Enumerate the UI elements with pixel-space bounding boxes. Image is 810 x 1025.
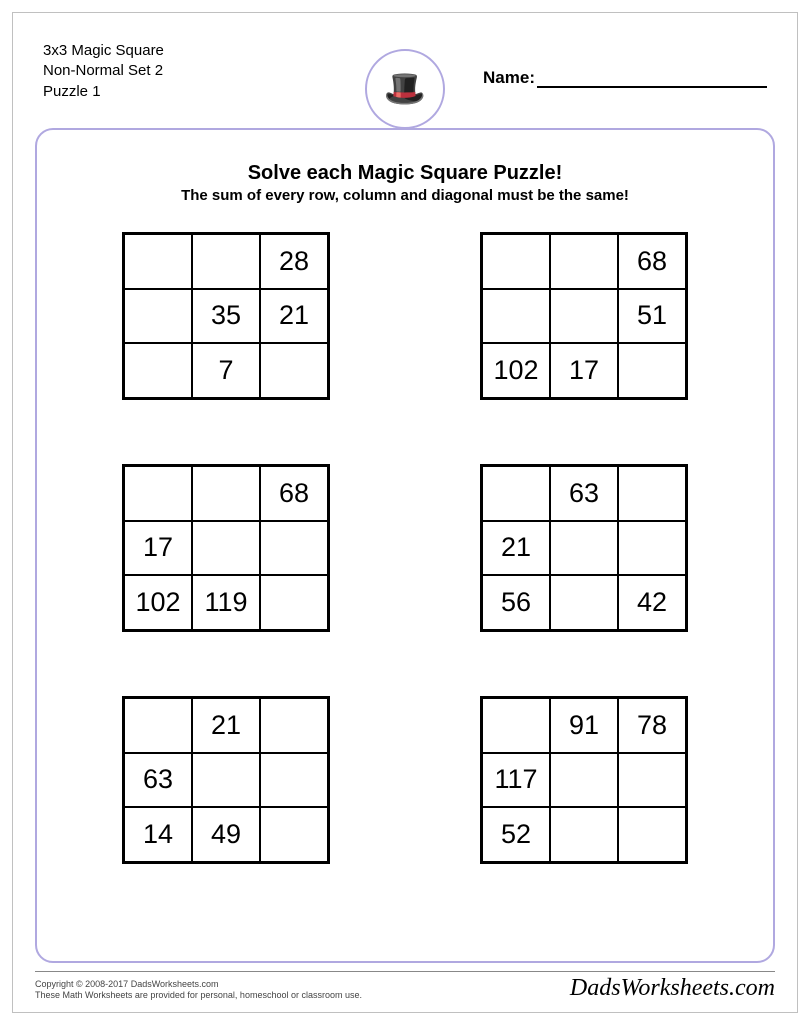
square-cell[interactable]: 56 <box>482 575 550 630</box>
square-cell[interactable]: 14 <box>124 807 192 862</box>
square-cell[interactable] <box>260 343 328 398</box>
square-cell[interactable] <box>124 234 192 289</box>
square-cell[interactable] <box>618 466 686 521</box>
header: 3x3 Magic Square Non-Normal Set 2 Puzzle… <box>13 13 797 118</box>
brand-logo-text: DadsWorksheets.com <box>570 975 775 1002</box>
square-cell[interactable]: 78 <box>618 698 686 753</box>
square-cell[interactable] <box>550 807 618 862</box>
square-cell[interactable] <box>618 753 686 808</box>
square-cell[interactable]: 68 <box>618 234 686 289</box>
square-cell[interactable]: 63 <box>124 753 192 808</box>
square-cell[interactable] <box>260 521 328 576</box>
square-cell[interactable] <box>192 234 260 289</box>
footer-note: These Math Worksheets are provided for p… <box>35 990 362 1002</box>
name-label: Name: <box>483 68 535 87</box>
instructions: Solve each Magic Square Puzzle! The sum … <box>67 162 743 204</box>
square-cell[interactable]: 28 <box>260 234 328 289</box>
square-cell[interactable]: 35 <box>192 289 260 344</box>
square-cell[interactable] <box>618 807 686 862</box>
square-cell[interactable]: 119 <box>192 575 260 630</box>
square-cell[interactable]: 102 <box>482 343 550 398</box>
square-cell[interactable] <box>482 234 550 289</box>
square-cell[interactable] <box>550 575 618 630</box>
square-cell[interactable] <box>482 466 550 521</box>
square-cell[interactable]: 7 <box>192 343 260 398</box>
magic-square: 6851 10217 <box>480 232 688 400</box>
footer-left: Copyright © 2008-2017 DadsWorksheets.com… <box>35 979 362 1002</box>
square-cell[interactable]: 17 <box>550 343 618 398</box>
square-cell[interactable] <box>124 698 192 753</box>
square-cell[interactable] <box>192 753 260 808</box>
magic-square: 21631449 <box>122 696 330 864</box>
square-cell[interactable] <box>260 807 328 862</box>
square-cell[interactable] <box>618 343 686 398</box>
instructions-subtitle: The sum of every row, column and diagona… <box>67 187 743 204</box>
square-cell[interactable] <box>124 343 192 398</box>
magic-hat-icon: 🎩 <box>384 72 426 106</box>
square-cell[interactable] <box>550 521 618 576</box>
square-cell[interactable] <box>550 753 618 808</box>
square-cell[interactable] <box>550 289 618 344</box>
square-cell[interactable]: 68 <box>260 466 328 521</box>
magic-square: 632156 42 <box>480 464 688 632</box>
magic-square: 2835217 <box>122 232 330 400</box>
square-cell[interactable]: 21 <box>260 289 328 344</box>
square-cell[interactable] <box>482 698 550 753</box>
name-line[interactable] <box>537 86 767 88</box>
square-cell[interactable]: 17 <box>124 521 192 576</box>
square-cell[interactable] <box>124 289 192 344</box>
square-cell[interactable]: 21 <box>192 698 260 753</box>
square-cell[interactable] <box>482 289 550 344</box>
square-cell[interactable]: 52 <box>482 807 550 862</box>
main-frame: Solve each Magic Square Puzzle! The sum … <box>35 128 775 963</box>
square-cell[interactable] <box>260 575 328 630</box>
square-cell[interactable] <box>260 698 328 753</box>
magic-square: 9178 11752 <box>480 696 688 864</box>
square-cell[interactable] <box>550 234 618 289</box>
square-cell[interactable] <box>260 753 328 808</box>
square-cell[interactable]: 49 <box>192 807 260 862</box>
logo-circle: 🎩 <box>365 49 445 129</box>
square-cell[interactable] <box>192 466 260 521</box>
magic-square: 68 17102119 <box>122 464 330 632</box>
square-cell[interactable]: 51 <box>618 289 686 344</box>
square-cell[interactable] <box>192 521 260 576</box>
square-cell[interactable]: 42 <box>618 575 686 630</box>
puzzles-grid: 2835217685110217681710211963215642216314… <box>67 222 743 864</box>
worksheet-page: 3x3 Magic Square Non-Normal Set 2 Puzzle… <box>12 12 798 1013</box>
square-cell[interactable]: 117 <box>482 753 550 808</box>
copyright-text: Copyright © 2008-2017 DadsWorksheets.com <box>35 979 362 991</box>
square-cell[interactable]: 63 <box>550 466 618 521</box>
name-field: Name: <box>483 68 767 88</box>
instructions-title: Solve each Magic Square Puzzle! <box>67 162 743 185</box>
square-cell[interactable]: 91 <box>550 698 618 753</box>
square-cell[interactable]: 102 <box>124 575 192 630</box>
square-cell[interactable] <box>618 521 686 576</box>
footer: Copyright © 2008-2017 DadsWorksheets.com… <box>35 971 775 1002</box>
square-cell[interactable] <box>124 466 192 521</box>
square-cell[interactable]: 21 <box>482 521 550 576</box>
